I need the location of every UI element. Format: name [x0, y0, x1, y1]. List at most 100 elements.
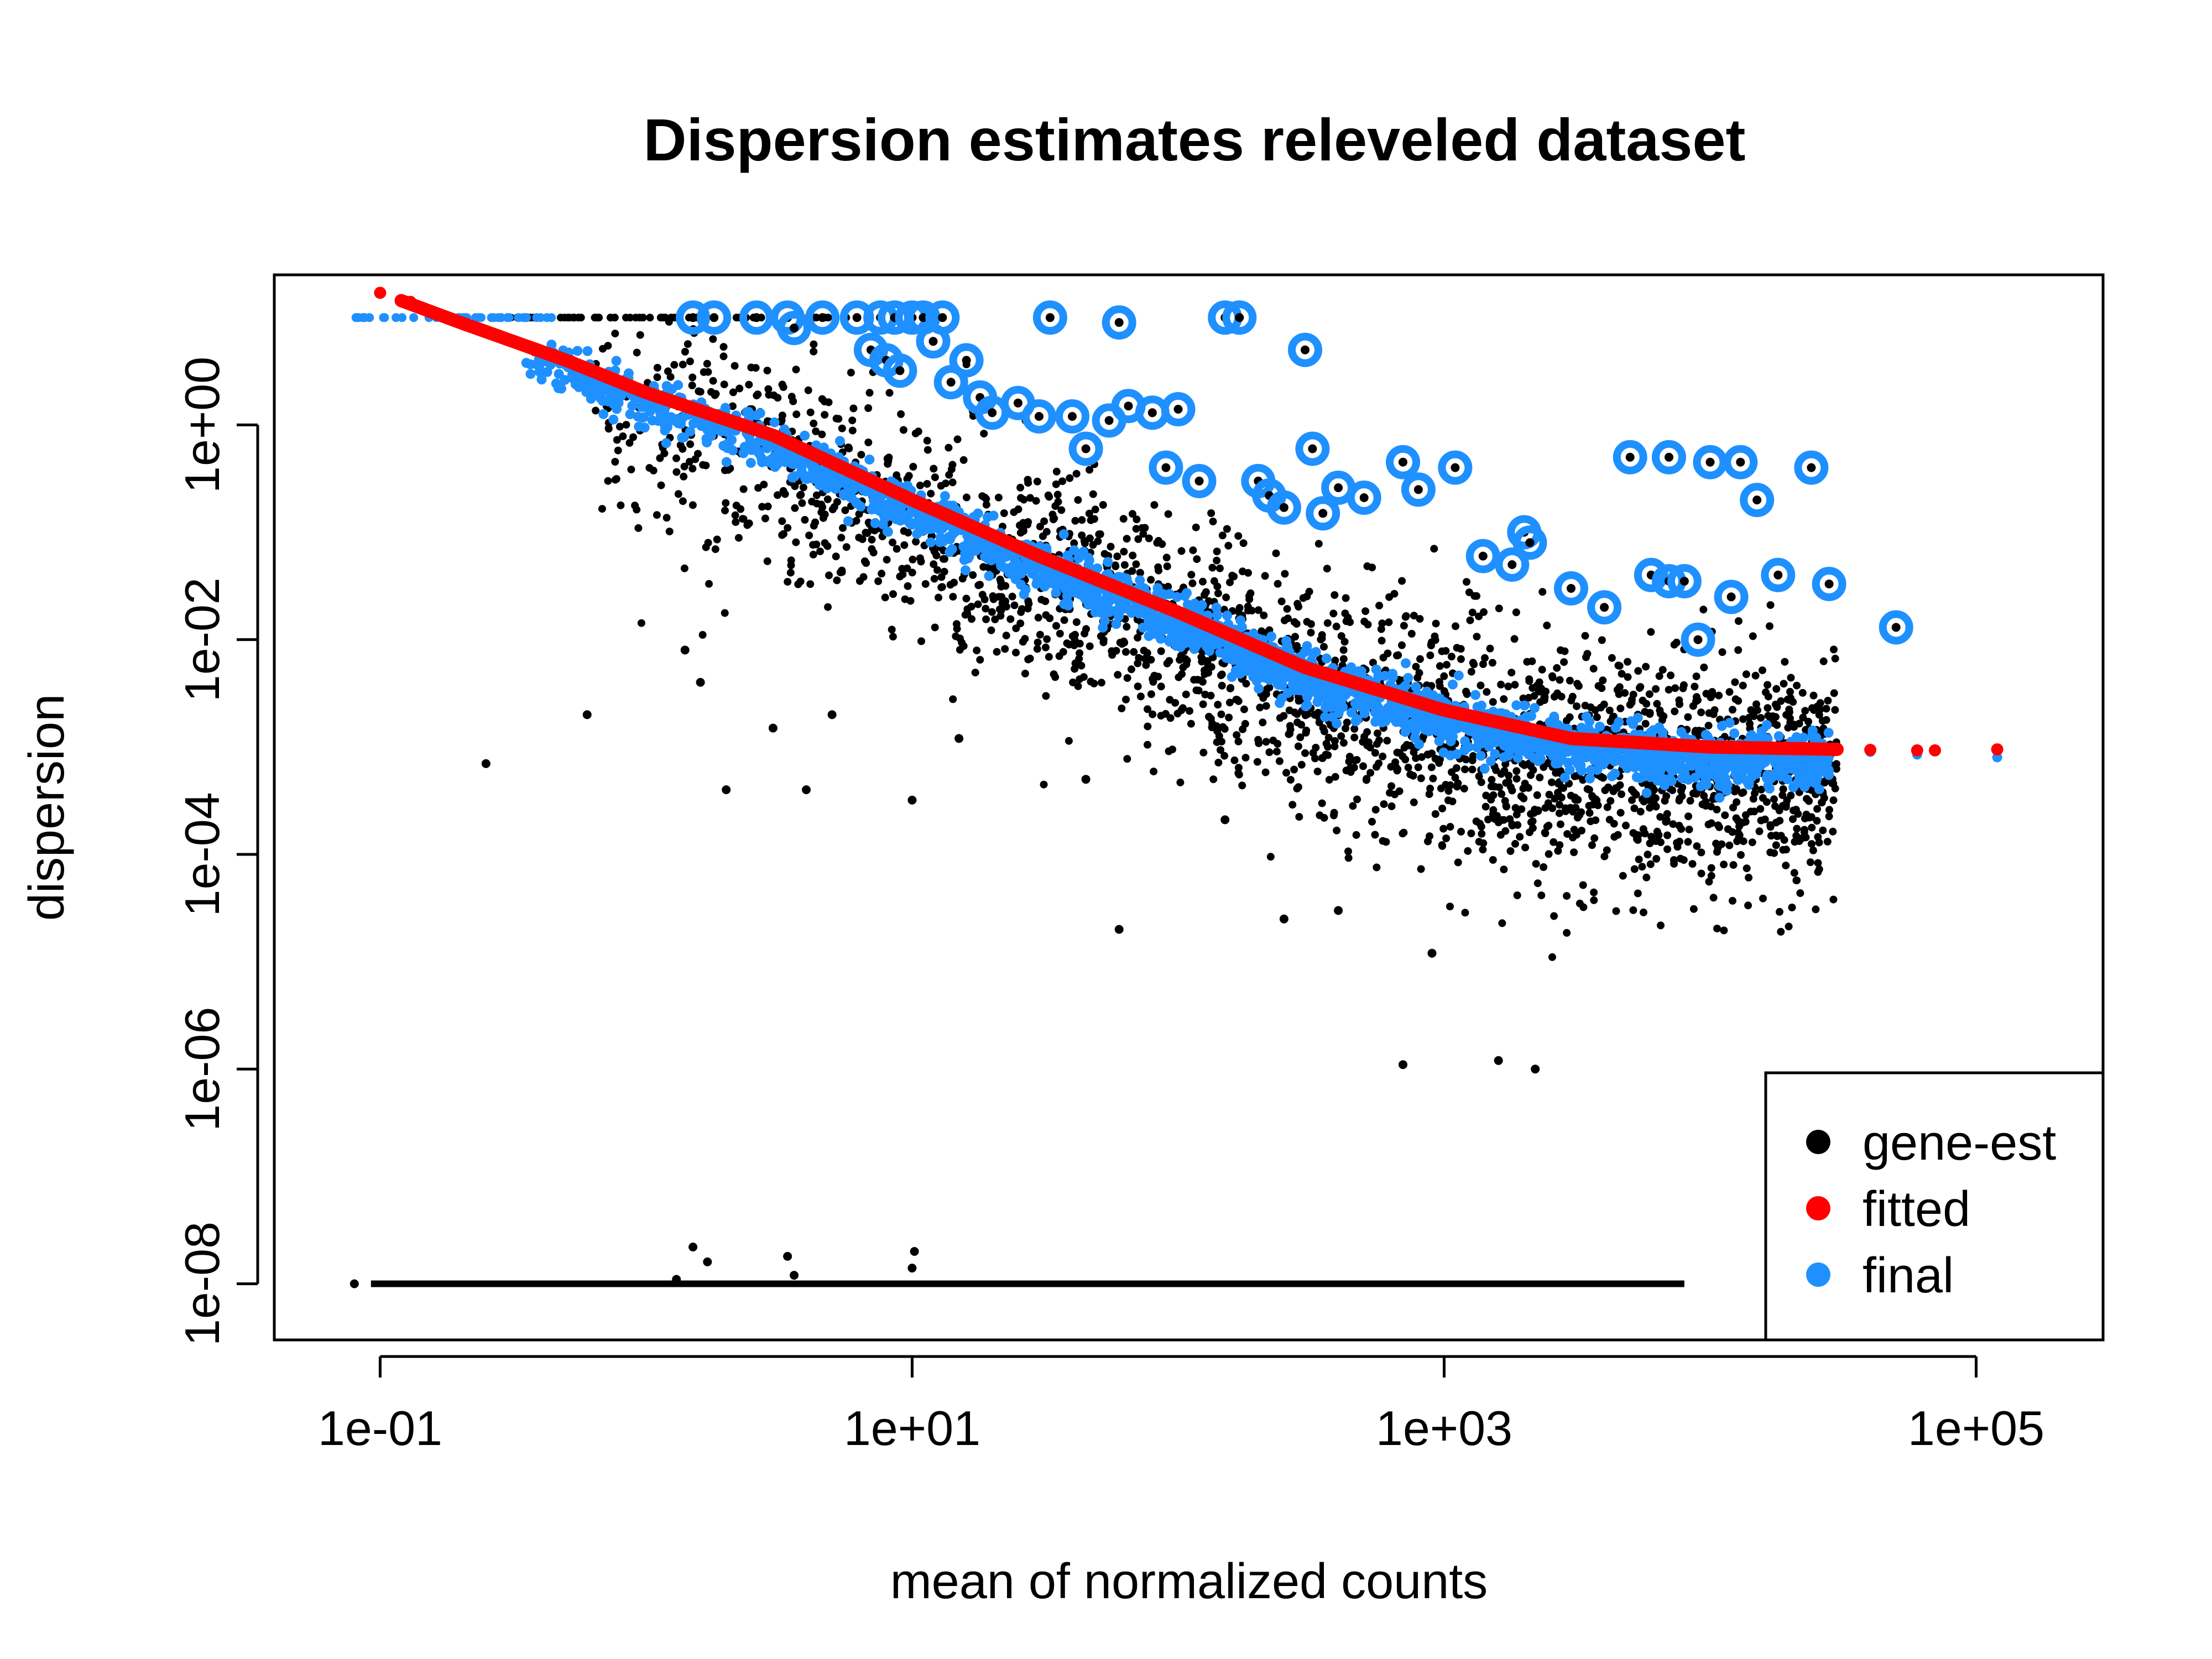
gene-est-point: [839, 524, 847, 532]
gene-est-point: [1747, 706, 1755, 714]
gene-est-point: [1636, 807, 1645, 816]
gene-est-point: [1142, 661, 1150, 669]
final-point: [1721, 786, 1732, 796]
gene-est-point: [1508, 786, 1516, 795]
final-point: [742, 407, 752, 418]
gene-est-point: [570, 314, 578, 322]
gene-est-point: [973, 646, 981, 655]
gene-est-point: [763, 367, 771, 375]
gene-est-point: [1269, 737, 1277, 744]
final-point: [1215, 648, 1225, 658]
gene-est-point: [1144, 705, 1151, 713]
gene-est-point: [1665, 686, 1673, 694]
gene-est-point: [1630, 804, 1639, 812]
gene-est-point: [1373, 863, 1381, 872]
gene-est-point: [1457, 645, 1465, 653]
gene-est-point: [778, 416, 786, 424]
final-point: [1453, 670, 1464, 681]
gene-est-point: [1333, 826, 1341, 834]
gene-est-point: [760, 481, 768, 489]
gene-est-point: [1081, 629, 1089, 638]
gene-est-point: [1630, 865, 1639, 873]
gene-est-point: [1646, 804, 1654, 812]
final-point: [1401, 658, 1411, 669]
gene-est-point: [1085, 509, 1093, 518]
gene-est-point: [1676, 837, 1684, 846]
final-point: [1411, 682, 1421, 692]
gene-est-point: [1492, 766, 1500, 774]
gene-est-point: [810, 340, 818, 348]
gene-est-point: [847, 368, 855, 377]
final-point: [1592, 765, 1603, 775]
gene-est-point: [1692, 672, 1700, 681]
gene-est-point: [1209, 775, 1218, 784]
gene-est-point: [1436, 755, 1444, 764]
gene-est-point: [1360, 733, 1368, 741]
gene-est-point: [1128, 510, 1136, 518]
gene-est-point: [1225, 698, 1234, 707]
gene-est-point: [1524, 784, 1532, 792]
gene-est-point: [1034, 613, 1042, 622]
gene-est-point: [837, 534, 846, 542]
gene-est-point: [1337, 732, 1345, 740]
final-point: [1537, 744, 1547, 755]
gene-est-point: [680, 564, 688, 572]
gene-est-point: [1778, 791, 1787, 799]
final-point: [1745, 731, 1756, 742]
gene-est-outlier: [907, 1264, 917, 1273]
gene-est-outlier: [680, 645, 690, 655]
final-point: [1058, 529, 1069, 540]
gene-est-point: [1187, 719, 1195, 728]
gene-est-point: [1553, 664, 1561, 672]
gene-est-point: [1272, 549, 1280, 557]
gene-est-point: [1213, 556, 1221, 565]
gene-est-point: [1444, 796, 1452, 805]
gene-est-point: [1820, 794, 1828, 802]
gene-est-point: [1154, 672, 1162, 681]
gene-est-point: [1789, 815, 1797, 823]
final-point: [1610, 768, 1620, 779]
gene-est-point: [1258, 627, 1266, 635]
final-point: [1165, 589, 1175, 599]
gene-est-point: [633, 348, 641, 357]
gene-est-point: [792, 410, 801, 419]
final-point: [608, 414, 619, 425]
gene-est-point: [1589, 665, 1598, 673]
gene-est-point: [1241, 754, 1250, 762]
gene-est-point: [809, 541, 817, 549]
gene-est-point: [1819, 826, 1827, 834]
gene-est-point: [810, 419, 818, 427]
gene-est-point: [1782, 862, 1790, 870]
gene-est-point: [1153, 539, 1161, 547]
gene-est-point: [812, 427, 820, 435]
gene-est-point: [821, 411, 829, 419]
gene-est-point: [865, 389, 874, 397]
gene-est-point: [1118, 705, 1126, 712]
gene-est-point: [987, 626, 995, 634]
gene-est-point: [1629, 829, 1637, 837]
gene-est-point: [1663, 845, 1672, 853]
final-point: [554, 369, 564, 379]
gene-est-point: [1134, 659, 1142, 667]
gene-est-point: [1240, 705, 1248, 713]
gene-est-point: [787, 393, 796, 401]
gene-est-point: [1024, 655, 1032, 664]
gene-est-point: [1543, 622, 1551, 629]
final-point: [637, 401, 647, 412]
gene-est-point: [1466, 616, 1474, 624]
gene-est-point: [1331, 656, 1339, 665]
gene-est-point: [1540, 693, 1548, 702]
gene-est-point: [1036, 630, 1044, 639]
final-point: [971, 545, 981, 556]
gene-est-point: [1311, 754, 1319, 763]
final-point: [1548, 751, 1558, 761]
gene-est-point: [952, 620, 961, 628]
gene-est-point: [1404, 763, 1412, 771]
gene-est-point: [1823, 838, 1832, 846]
gene-est-point: [1733, 837, 1741, 846]
gene-est-point: [1446, 823, 1454, 831]
final-point: [1519, 700, 1530, 711]
gene-est-point: [781, 490, 789, 498]
gene-est-point: [1002, 632, 1010, 640]
gene-est-point: [1238, 781, 1246, 790]
